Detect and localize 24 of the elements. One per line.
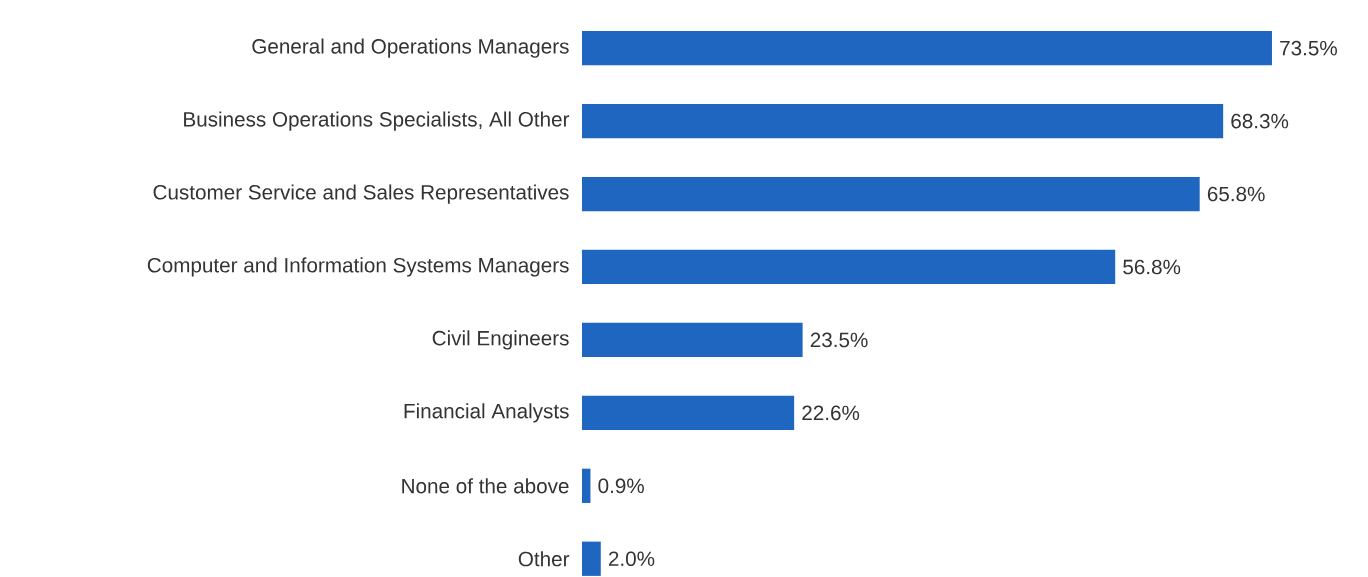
y-tick-label: Civil Engineers [432, 330, 569, 350]
bar [582, 468, 591, 503]
bar [582, 541, 601, 576]
bar [582, 322, 803, 358]
y-tick-label: None of the above [402, 478, 569, 494]
bar [582, 31, 1272, 66]
data-label: 23.5% [810, 332, 868, 348]
data-label: 65.8% [1207, 186, 1265, 202]
data-label: 73.5% [1280, 40, 1337, 56]
y-tick-label: Computer and Information Systems Managers [147, 257, 569, 277]
y-tick-label: General and Operations Managers [252, 38, 569, 58]
data-label: 56.8% [1123, 259, 1181, 275]
data-label: 68.3% [1231, 113, 1289, 129]
data-label: 0.9% [598, 478, 644, 494]
y-tick-label: Financial Analysts [404, 403, 569, 423]
y-tick-label: Customer Service and Sales Representatives [153, 184, 569, 204]
bar [582, 176, 1200, 212]
bar [582, 395, 795, 431]
y-tick-label: Other [518, 551, 570, 567]
data-label: 2.0% [608, 551, 655, 567]
y-tick-label: Business Operations Specialists, All Other [184, 111, 570, 131]
data-label: 22.6% [802, 405, 860, 421]
bar [582, 249, 1116, 285]
bar [582, 103, 1224, 139]
